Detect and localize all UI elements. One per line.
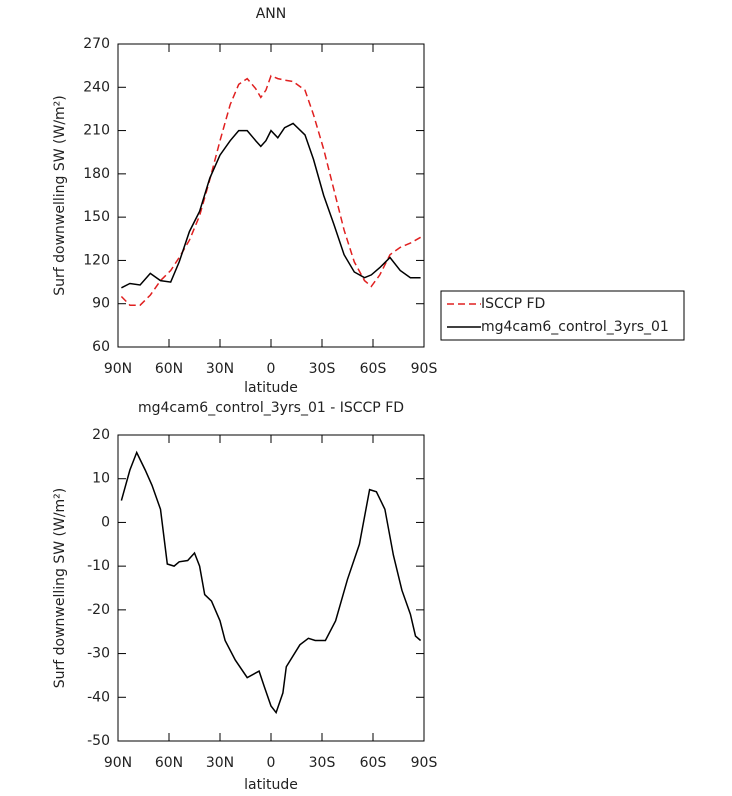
x-tick-label: 60N [155,361,183,377]
y-tick-label: 150 [83,209,110,225]
x-tick-label: 30S [309,755,336,771]
x-tick-label: 90S [411,361,438,377]
x-axis-label: latitude [244,777,298,793]
x-tick-label: 0 [267,755,276,771]
x-axis-label: latitude [244,380,298,396]
y-tick-label: 120 [83,252,110,268]
x-tick-label: 90S [411,755,438,771]
x-tick-label: 60N [155,755,183,771]
data-line [120,450,422,715]
y-tick-label: 240 [83,79,110,95]
y-tick-label: 20 [92,427,110,443]
legend-label: mg4cam6_control_3yrs_01 [481,319,669,335]
y-tick-label: 270 [83,36,110,52]
y-tick-label: 180 [83,166,110,182]
y-tick-label: -10 [87,558,110,574]
y-tick-label: -30 [87,646,110,662]
x-tick-label: 90N [104,361,132,377]
x-tick-label: 60S [360,755,387,771]
axis-box [117,434,425,742]
y-tick-label: 0 [101,514,110,530]
y-tick-label: -40 [87,689,110,705]
data-line [121,122,421,289]
x-tick-label: 30S [309,361,336,377]
y-tick-label: -50 [87,733,110,749]
x-tick-label: 30N [206,755,234,771]
x-tick-label: 60S [360,361,387,377]
y-tick-label: -20 [87,602,110,618]
chart-title: mg4cam6_control_3yrs_01 - ISCCP FD [138,400,404,416]
y-tick-label: 10 [92,471,110,487]
x-tick-label: 90N [104,755,132,771]
y-tick-label: 90 [92,296,110,312]
x-tick-label: 30N [206,361,234,377]
y-tick-label: 60 [92,339,110,355]
chart-title: ANN [256,6,287,22]
legend-label: ISCCP FD [481,296,545,312]
y-axis-label: Surf downwelling SW (W/m²) [52,95,68,296]
y-tick-label: 210 [83,123,110,139]
x-tick-label: 0 [267,361,276,377]
axis-box [117,43,425,348]
y-axis-label: Surf downwelling SW (W/m²) [52,488,68,689]
legend-box [440,290,685,341]
